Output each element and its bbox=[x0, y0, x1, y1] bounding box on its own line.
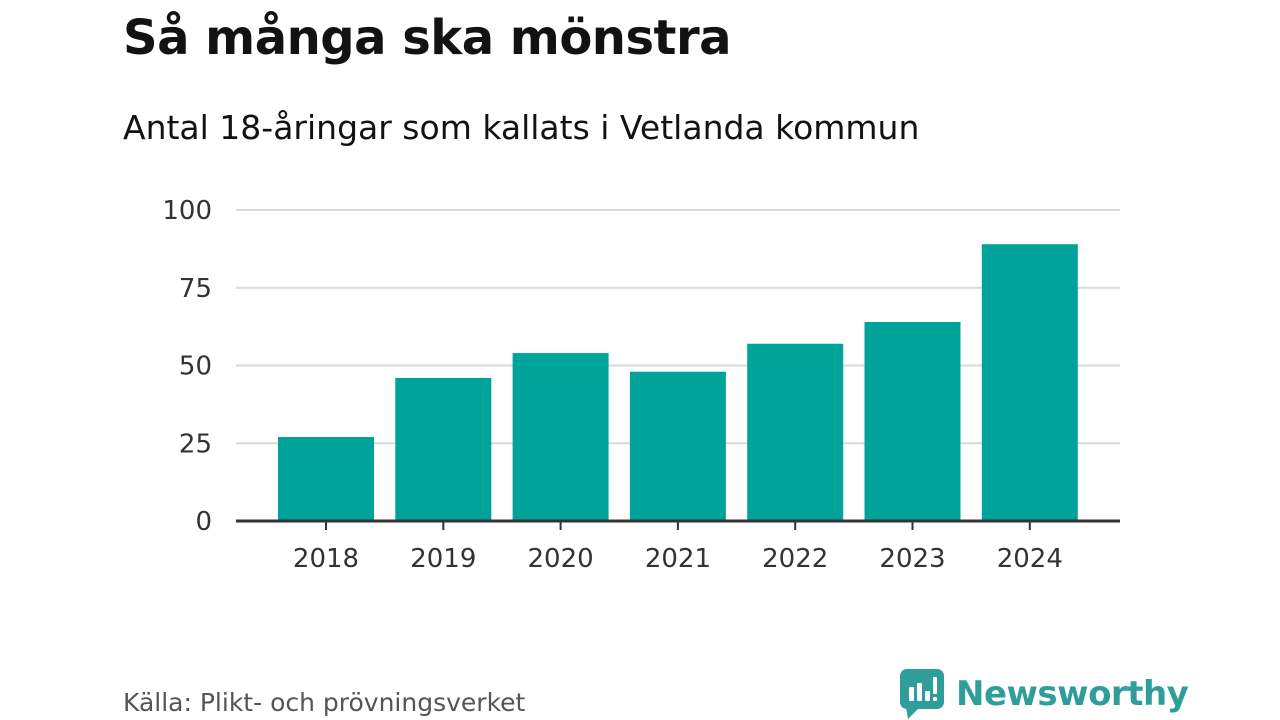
bar-2019 bbox=[395, 377, 492, 521]
y-tick-label: 100 bbox=[162, 196, 212, 226]
x-axis bbox=[236, 519, 1120, 530]
bar-2021 bbox=[629, 371, 726, 521]
bar-2023 bbox=[864, 321, 961, 521]
brand-logo: Newsworthy bbox=[900, 668, 1189, 720]
x-tick-label: 2019 bbox=[410, 544, 476, 574]
x-axis-ticks: 2018 2019 2020 2021 2022 2023 2024 bbox=[293, 544, 1063, 574]
y-axis-ticks: 0 25 50 75 100 bbox=[162, 196, 212, 537]
bar-2018 bbox=[278, 437, 374, 521]
x-tick-label: 2018 bbox=[293, 544, 359, 574]
x-tick-label: 2024 bbox=[997, 544, 1063, 574]
chart-subtitle: Antal 18-åringar som kallats i Vetlanda … bbox=[123, 108, 920, 147]
chart-title: Så många ska mönstra bbox=[123, 10, 732, 66]
bars bbox=[278, 244, 1078, 521]
y-tick-label: 50 bbox=[179, 352, 212, 382]
x-tick-label: 2020 bbox=[528, 544, 594, 574]
y-tick-label: 75 bbox=[179, 274, 212, 304]
newsworthy-logo-icon bbox=[900, 669, 944, 719]
bar-2024 bbox=[981, 244, 1078, 521]
x-tick-label: 2022 bbox=[762, 544, 828, 574]
brand-name: Newsworthy bbox=[956, 674, 1189, 714]
y-tick-label: 0 bbox=[195, 507, 212, 537]
x-tick-label: 2021 bbox=[645, 544, 711, 574]
source-note: Källa: Plikt- och prövningsverket bbox=[123, 688, 526, 717]
bar-2022 bbox=[747, 343, 844, 521]
y-tick-label: 25 bbox=[179, 429, 212, 459]
x-tick-label: 2023 bbox=[879, 544, 945, 574]
bar-2020 bbox=[512, 353, 609, 521]
